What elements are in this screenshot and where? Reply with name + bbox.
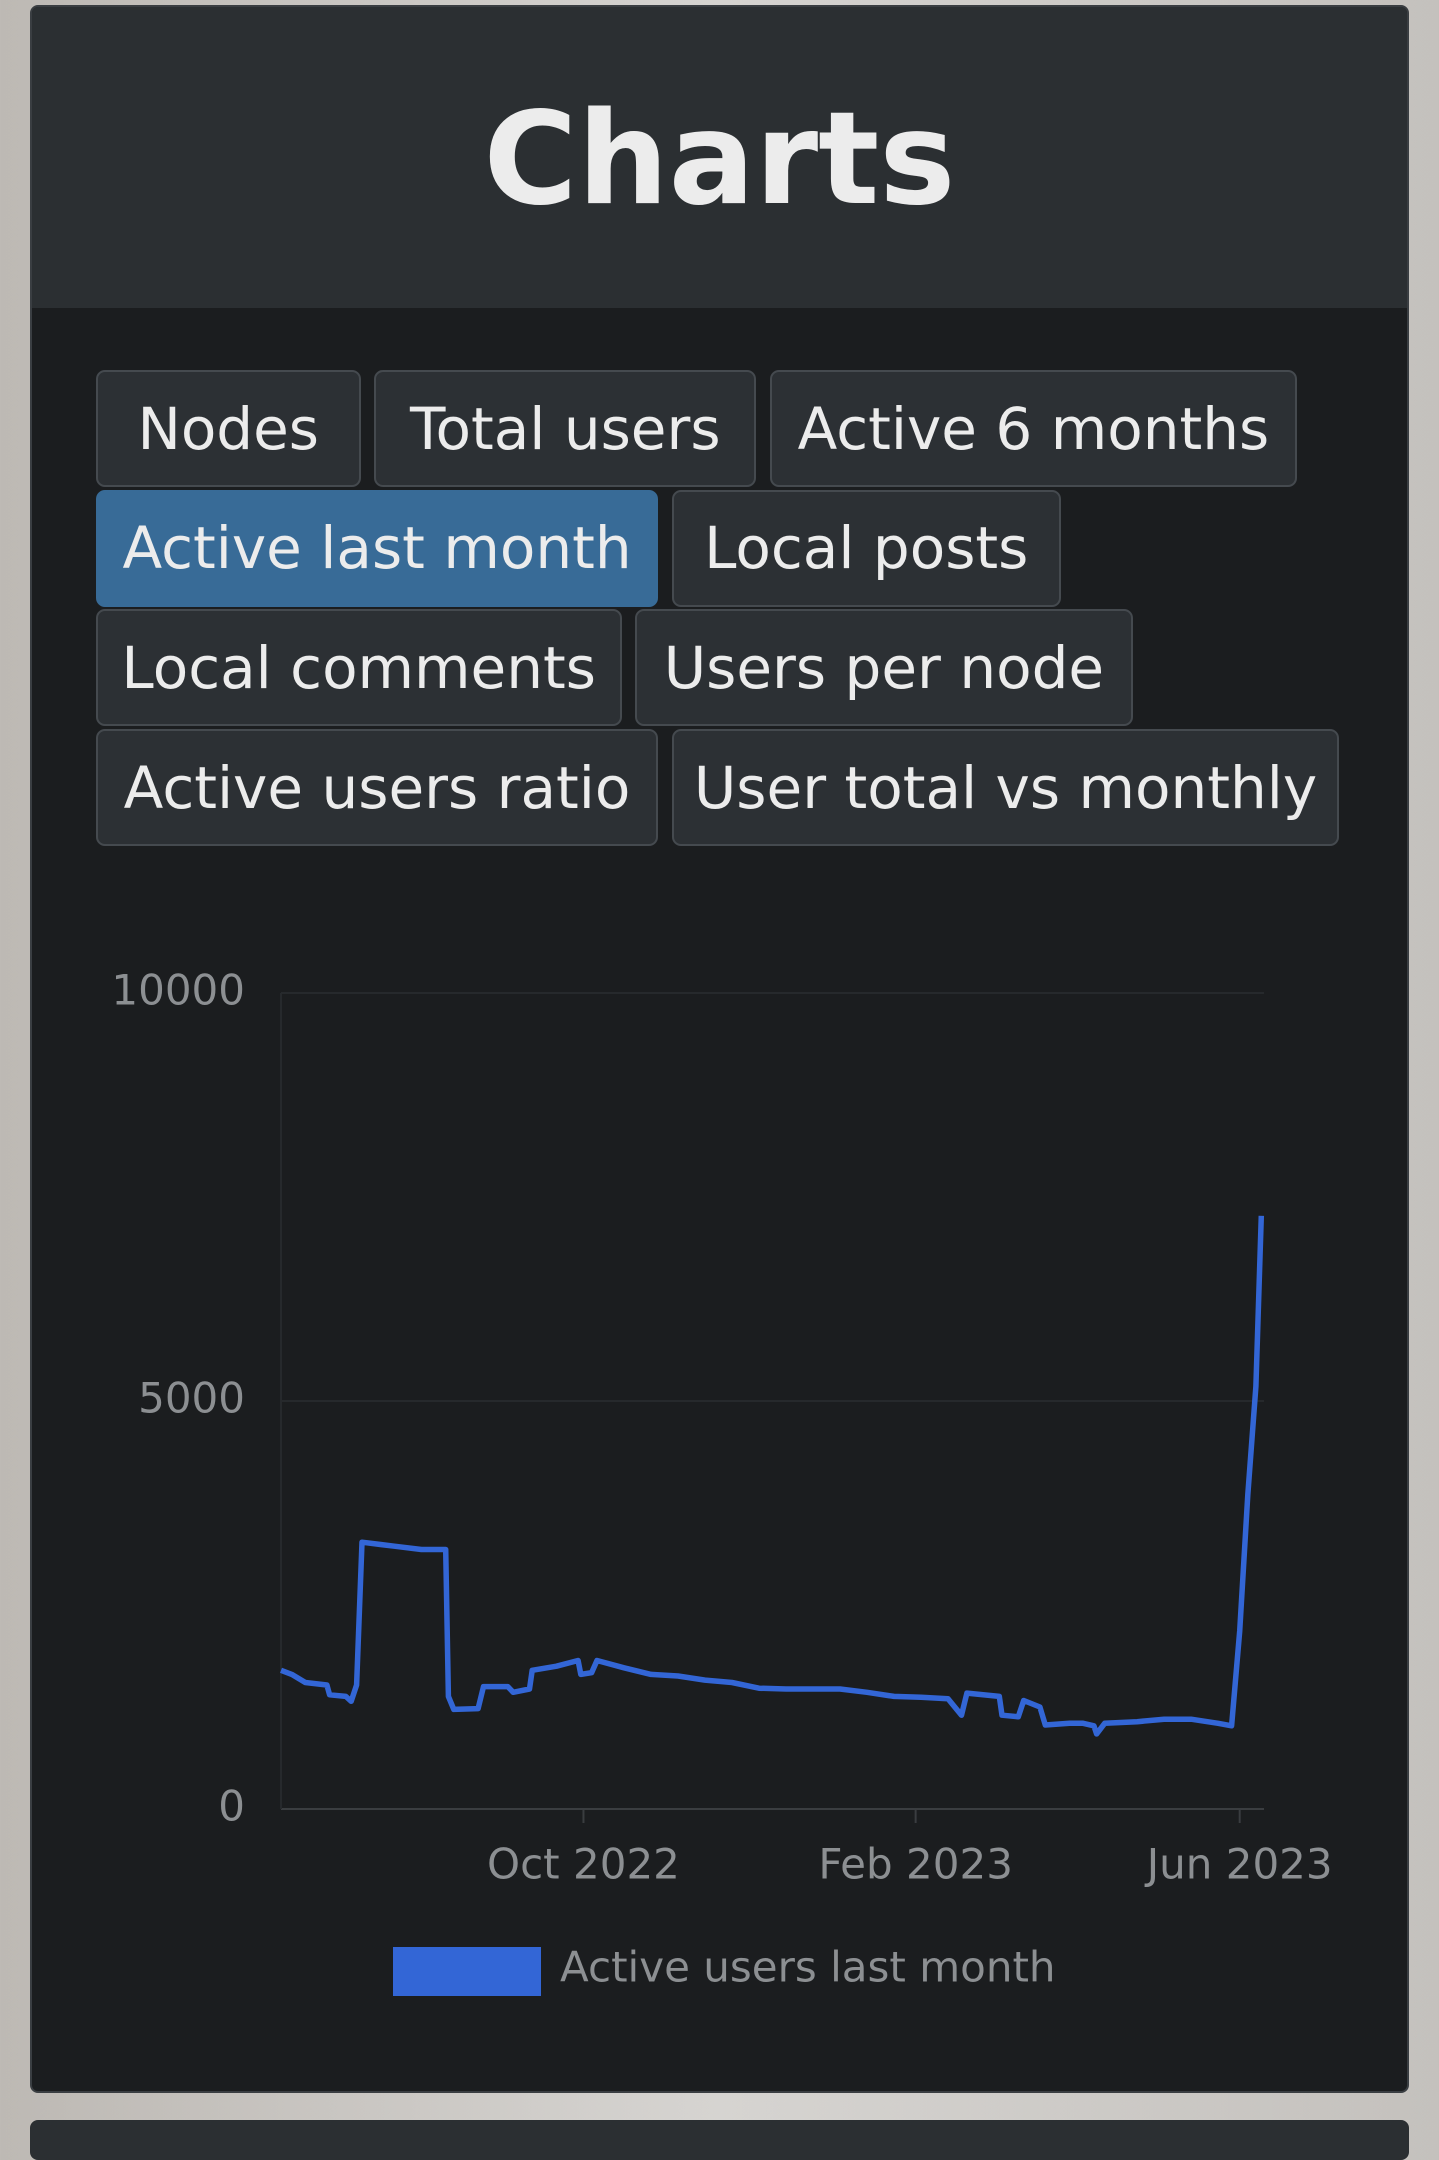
tab-button[interactable]: Active 6 months [769, 370, 1298, 488]
y-tick-label: 10000 [111, 966, 245, 1015]
tab-button[interactable]: Local comments [95, 609, 622, 727]
header: Charts [32, 7, 1407, 308]
tab-button[interactable]: Nodes [95, 370, 361, 488]
x-tick-label: Jun 2023 [1144, 1840, 1333, 1889]
tab-button[interactable]: Users per node [635, 609, 1133, 727]
legend-label: Active users last month [560, 1943, 1056, 1992]
x-tick-label: Feb 2023 [818, 1840, 1013, 1889]
x-tick-label: Oct 2022 [487, 1840, 680, 1889]
card: Charts Nodes Total users Active 6 months Ac… [30, 5, 1409, 2093]
data-line [280, 1215, 1265, 1737]
tab-button[interactable]: Local posts [671, 489, 1061, 607]
tab-button[interactable]: User total vs monthly [671, 729, 1340, 846]
tab-button[interactable]: Total users [374, 370, 757, 488]
title: Charts [483, 85, 956, 234]
y-tick-label: 5000 [138, 1374, 245, 1423]
tab-button[interactable]: Active last month [95, 489, 659, 607]
y-tick-label: 0 [218, 1782, 245, 1831]
legend-swatch [393, 1947, 541, 1996]
tab-button[interactable]: Active users ratio [95, 729, 659, 846]
